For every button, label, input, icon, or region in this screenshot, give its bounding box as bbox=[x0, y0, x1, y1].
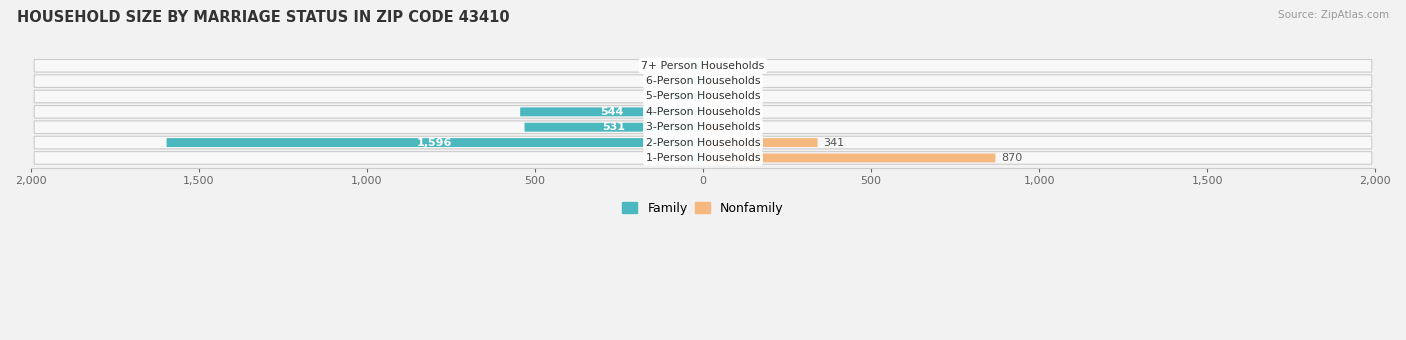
Text: 25: 25 bbox=[672, 76, 688, 86]
Text: 0: 0 bbox=[718, 61, 725, 71]
Text: 544: 544 bbox=[600, 107, 623, 117]
Text: 2-Person Households: 2-Person Households bbox=[645, 138, 761, 148]
FancyBboxPatch shape bbox=[34, 136, 1372, 149]
Text: 86: 86 bbox=[654, 91, 668, 102]
Text: 0: 0 bbox=[681, 153, 688, 163]
Text: 6-Person Households: 6-Person Households bbox=[645, 76, 761, 86]
Text: 1,596: 1,596 bbox=[418, 138, 453, 148]
FancyBboxPatch shape bbox=[34, 121, 1372, 134]
Text: 1-Person Households: 1-Person Households bbox=[645, 153, 761, 163]
Text: Source: ZipAtlas.com: Source: ZipAtlas.com bbox=[1278, 10, 1389, 20]
FancyBboxPatch shape bbox=[703, 61, 713, 70]
FancyBboxPatch shape bbox=[703, 123, 727, 132]
Text: 0: 0 bbox=[718, 91, 725, 102]
Text: 0: 0 bbox=[718, 107, 725, 117]
FancyBboxPatch shape bbox=[693, 61, 703, 70]
Text: 341: 341 bbox=[824, 138, 845, 148]
Text: 5-Person Households: 5-Person Households bbox=[645, 91, 761, 102]
FancyBboxPatch shape bbox=[34, 152, 1372, 164]
FancyBboxPatch shape bbox=[34, 59, 1372, 72]
FancyBboxPatch shape bbox=[703, 107, 713, 116]
FancyBboxPatch shape bbox=[673, 92, 703, 101]
FancyBboxPatch shape bbox=[520, 107, 703, 116]
FancyBboxPatch shape bbox=[703, 138, 818, 147]
FancyBboxPatch shape bbox=[166, 138, 703, 147]
Text: 70: 70 bbox=[733, 122, 747, 132]
FancyBboxPatch shape bbox=[34, 105, 1372, 118]
FancyBboxPatch shape bbox=[34, 75, 1372, 87]
FancyBboxPatch shape bbox=[524, 123, 703, 132]
Text: 3-Person Households: 3-Person Households bbox=[645, 122, 761, 132]
Text: 0: 0 bbox=[718, 76, 725, 86]
Text: 531: 531 bbox=[602, 122, 626, 132]
Text: 4-Person Households: 4-Person Households bbox=[645, 107, 761, 117]
Text: 870: 870 bbox=[1001, 153, 1022, 163]
FancyBboxPatch shape bbox=[693, 153, 703, 163]
FancyBboxPatch shape bbox=[703, 153, 995, 163]
Text: 7+ Person Households: 7+ Person Households bbox=[641, 61, 765, 71]
FancyBboxPatch shape bbox=[703, 92, 713, 101]
Legend: Family, Nonfamily: Family, Nonfamily bbox=[617, 197, 789, 220]
Text: HOUSEHOLD SIZE BY MARRIAGE STATUS IN ZIP CODE 43410: HOUSEHOLD SIZE BY MARRIAGE STATUS IN ZIP… bbox=[17, 10, 509, 25]
FancyBboxPatch shape bbox=[703, 77, 713, 86]
FancyBboxPatch shape bbox=[693, 77, 703, 86]
FancyBboxPatch shape bbox=[34, 90, 1372, 103]
Text: 0: 0 bbox=[681, 61, 688, 71]
